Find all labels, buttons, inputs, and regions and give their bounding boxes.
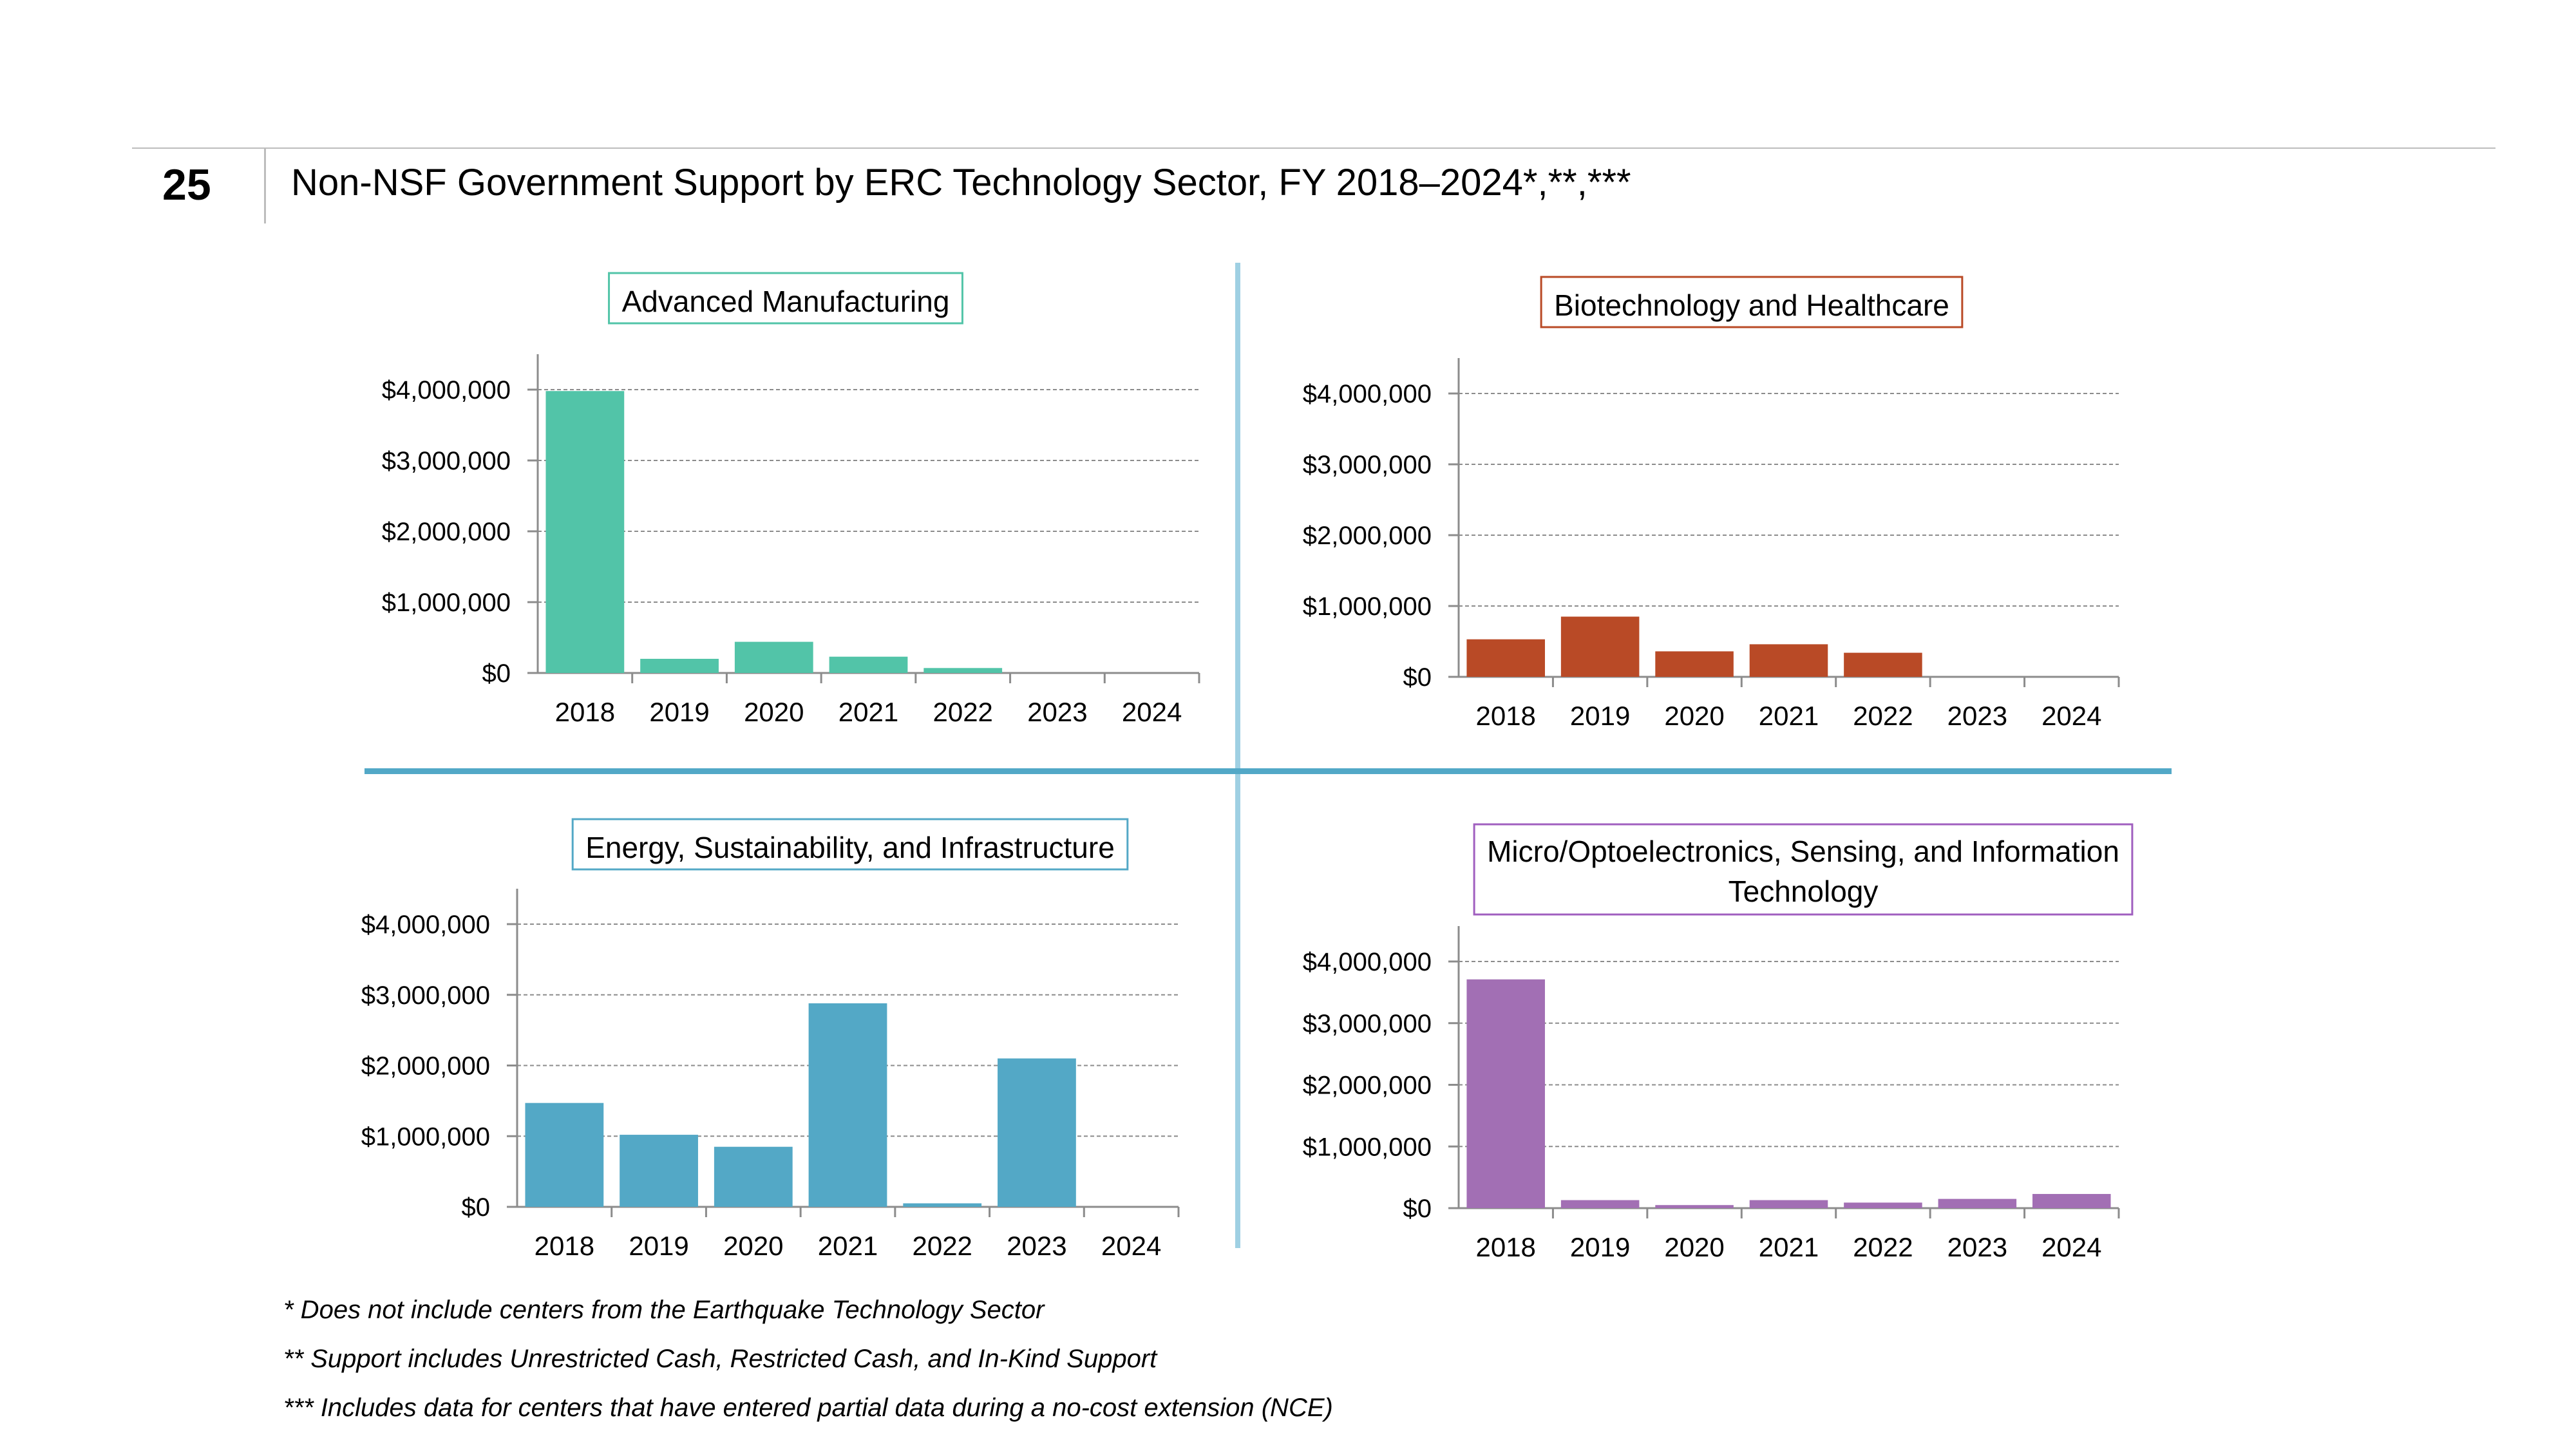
quadrant-vertical-divider: [1235, 263, 1240, 1248]
chart-1-title-box: [608, 272, 963, 325]
chart-1-x-tick-label: 2018: [555, 697, 615, 727]
chart-4-x-tick-label: 2021: [1759, 1232, 1819, 1262]
chart-4-bar-2020: [1655, 1205, 1734, 1208]
chart-1-y-tick-label: $3,000,000: [382, 447, 511, 475]
chart-1-y-tick-label: $4,000,000: [382, 376, 511, 404]
chart-4-bar-2021: [1749, 1200, 1828, 1208]
chart-1-x-tick-label: 2024: [1122, 697, 1182, 727]
chart-4-bar-2022: [1844, 1202, 1922, 1208]
chart-2-y-tick-label: $0: [1403, 663, 1432, 692]
chart-4-x-tick-label: 2019: [1570, 1232, 1630, 1262]
chart-1-x-tick-label: 2022: [933, 697, 992, 727]
chart-3-x-tick-label: 2018: [535, 1231, 594, 1261]
chart-1-y-tick-label: $1,000,000: [382, 589, 511, 617]
chart-1-x-tick-label: 2023: [1027, 697, 1087, 727]
chart-4-y-tick-label: $3,000,000: [1303, 1010, 1432, 1038]
chart-2-title-box: [1540, 276, 1964, 328]
chart-3-x-tick-label: 2024: [1101, 1231, 1161, 1261]
chart-1-x-tick-label: 2020: [744, 697, 804, 727]
header-rule: [132, 147, 2496, 149]
footnote-3: *** Includes data for centers that have …: [283, 1394, 1333, 1422]
chart-1-bar-2021: [829, 656, 908, 673]
chart-1-y-tick-label: $0: [482, 659, 511, 688]
chart-3-x-tick-label: 2020: [723, 1231, 783, 1261]
chart-2-title: Biotechnology and Healthcare: [1554, 289, 1949, 322]
chart-4-y-tick-label: $0: [1403, 1195, 1432, 1223]
chart-4-x-tick-label: 2018: [1475, 1232, 1535, 1262]
slide-title: Non-NSF Government Support by ERC Techno…: [291, 162, 1631, 204]
chart-3-x-tick-label: 2021: [818, 1231, 878, 1261]
chart-4-bar-2019: [1560, 1200, 1640, 1208]
footnote-1: * Does not include centers from the Eart…: [283, 1296, 1045, 1324]
chart-3-bar-2020: [714, 1146, 793, 1207]
chart-3-x-tick-label: 2023: [1007, 1231, 1066, 1261]
chart-4-title: Micro/Optoelectronics, Sensing, and Info…: [1487, 835, 2119, 868]
chart-4-bar-2023: [1938, 1198, 2017, 1208]
chart-3-title: Energy, Sustainability, and Infrastructu…: [585, 831, 1115, 864]
chart-4-title-box: [1473, 823, 2134, 916]
chart-2-y-tick-label: $4,000,000: [1303, 380, 1432, 408]
chart-2-y-tick-label: $2,000,000: [1303, 522, 1432, 550]
header-separator: [264, 147, 266, 223]
chart-3-y-tick-label: $1,000,000: [361, 1122, 490, 1151]
chart-2-x-tick-label: 2024: [2041, 701, 2101, 731]
footnote-2: ** Support includes Unrestricted Cash, R…: [283, 1345, 1157, 1373]
chart-2-x-tick-label: 2018: [1475, 701, 1535, 731]
chart-1-title: Advanced Manufacturing: [622, 285, 950, 318]
chart-2-bar-2019: [1560, 616, 1640, 677]
chart-2-x-tick-label: 2021: [1759, 701, 1819, 731]
chart-3-x-tick-label: 2022: [912, 1231, 972, 1261]
chart-3-bar-2021: [808, 1003, 887, 1207]
chart-1-bar-2022: [923, 668, 1003, 673]
chart-4-y-tick-label: $2,000,000: [1303, 1072, 1432, 1100]
chart-2-bar-2018: [1466, 639, 1545, 677]
chart-2-y-tick-label: $3,000,000: [1303, 451, 1432, 479]
chart-2-bar-2021: [1749, 644, 1828, 677]
chart-1-x-tick-label: 2021: [838, 697, 898, 727]
chart-3-y-tick-label: $4,000,000: [361, 911, 490, 939]
chart-4-bar-2018: [1466, 979, 1545, 1208]
chart-4-y-tick-label: $4,000,000: [1303, 948, 1432, 976]
quadrant-horizontal-divider: [365, 768, 2172, 774]
chart-1-x-tick-label: 2019: [649, 697, 709, 727]
chart-3-title-box: [571, 818, 1129, 871]
chart-2-x-tick-label: 2023: [1947, 701, 2007, 731]
chart-4-x-tick-label: 2024: [2041, 1232, 2101, 1262]
chart-3-y-tick-label: $2,000,000: [361, 1052, 490, 1081]
chart-2-bar-2022: [1844, 652, 1922, 677]
chart-4-x-tick-label: 2023: [1947, 1232, 2007, 1262]
chart-3-bar-2022: [903, 1203, 982, 1207]
chart-1-bar-2019: [640, 659, 719, 673]
chart-4-x-tick-label: 2022: [1853, 1232, 1913, 1262]
chart-1-bar-2018: [545, 391, 625, 673]
chart-3-y-tick-label: $3,000,000: [361, 981, 490, 1010]
chart-4-title: Technology: [1728, 875, 1879, 908]
chart-3-bar-2019: [620, 1135, 698, 1207]
chart-3-x-tick-label: 2019: [629, 1231, 688, 1261]
chart-3-y-tick-label: $0: [462, 1193, 491, 1222]
slide-number: 25: [162, 160, 211, 209]
chart-2-bar-2020: [1655, 651, 1734, 677]
chart-4-y-tick-label: $1,000,000: [1303, 1133, 1432, 1161]
chart-2-y-tick-label: $1,000,000: [1303, 592, 1432, 621]
chart-2-x-tick-label: 2019: [1570, 701, 1630, 731]
chart-2-x-tick-label: 2022: [1853, 701, 1913, 731]
chart-1-y-tick-label: $2,000,000: [382, 518, 511, 546]
chart-4-bar-2024: [2032, 1193, 2111, 1208]
chart-1-bar-2020: [734, 641, 813, 673]
chart-4-x-tick-label: 2020: [1664, 1232, 1724, 1262]
chart-3-bar-2018: [525, 1103, 604, 1207]
chart-2-x-tick-label: 2020: [1664, 701, 1724, 731]
chart-3-bar-2023: [998, 1058, 1076, 1207]
